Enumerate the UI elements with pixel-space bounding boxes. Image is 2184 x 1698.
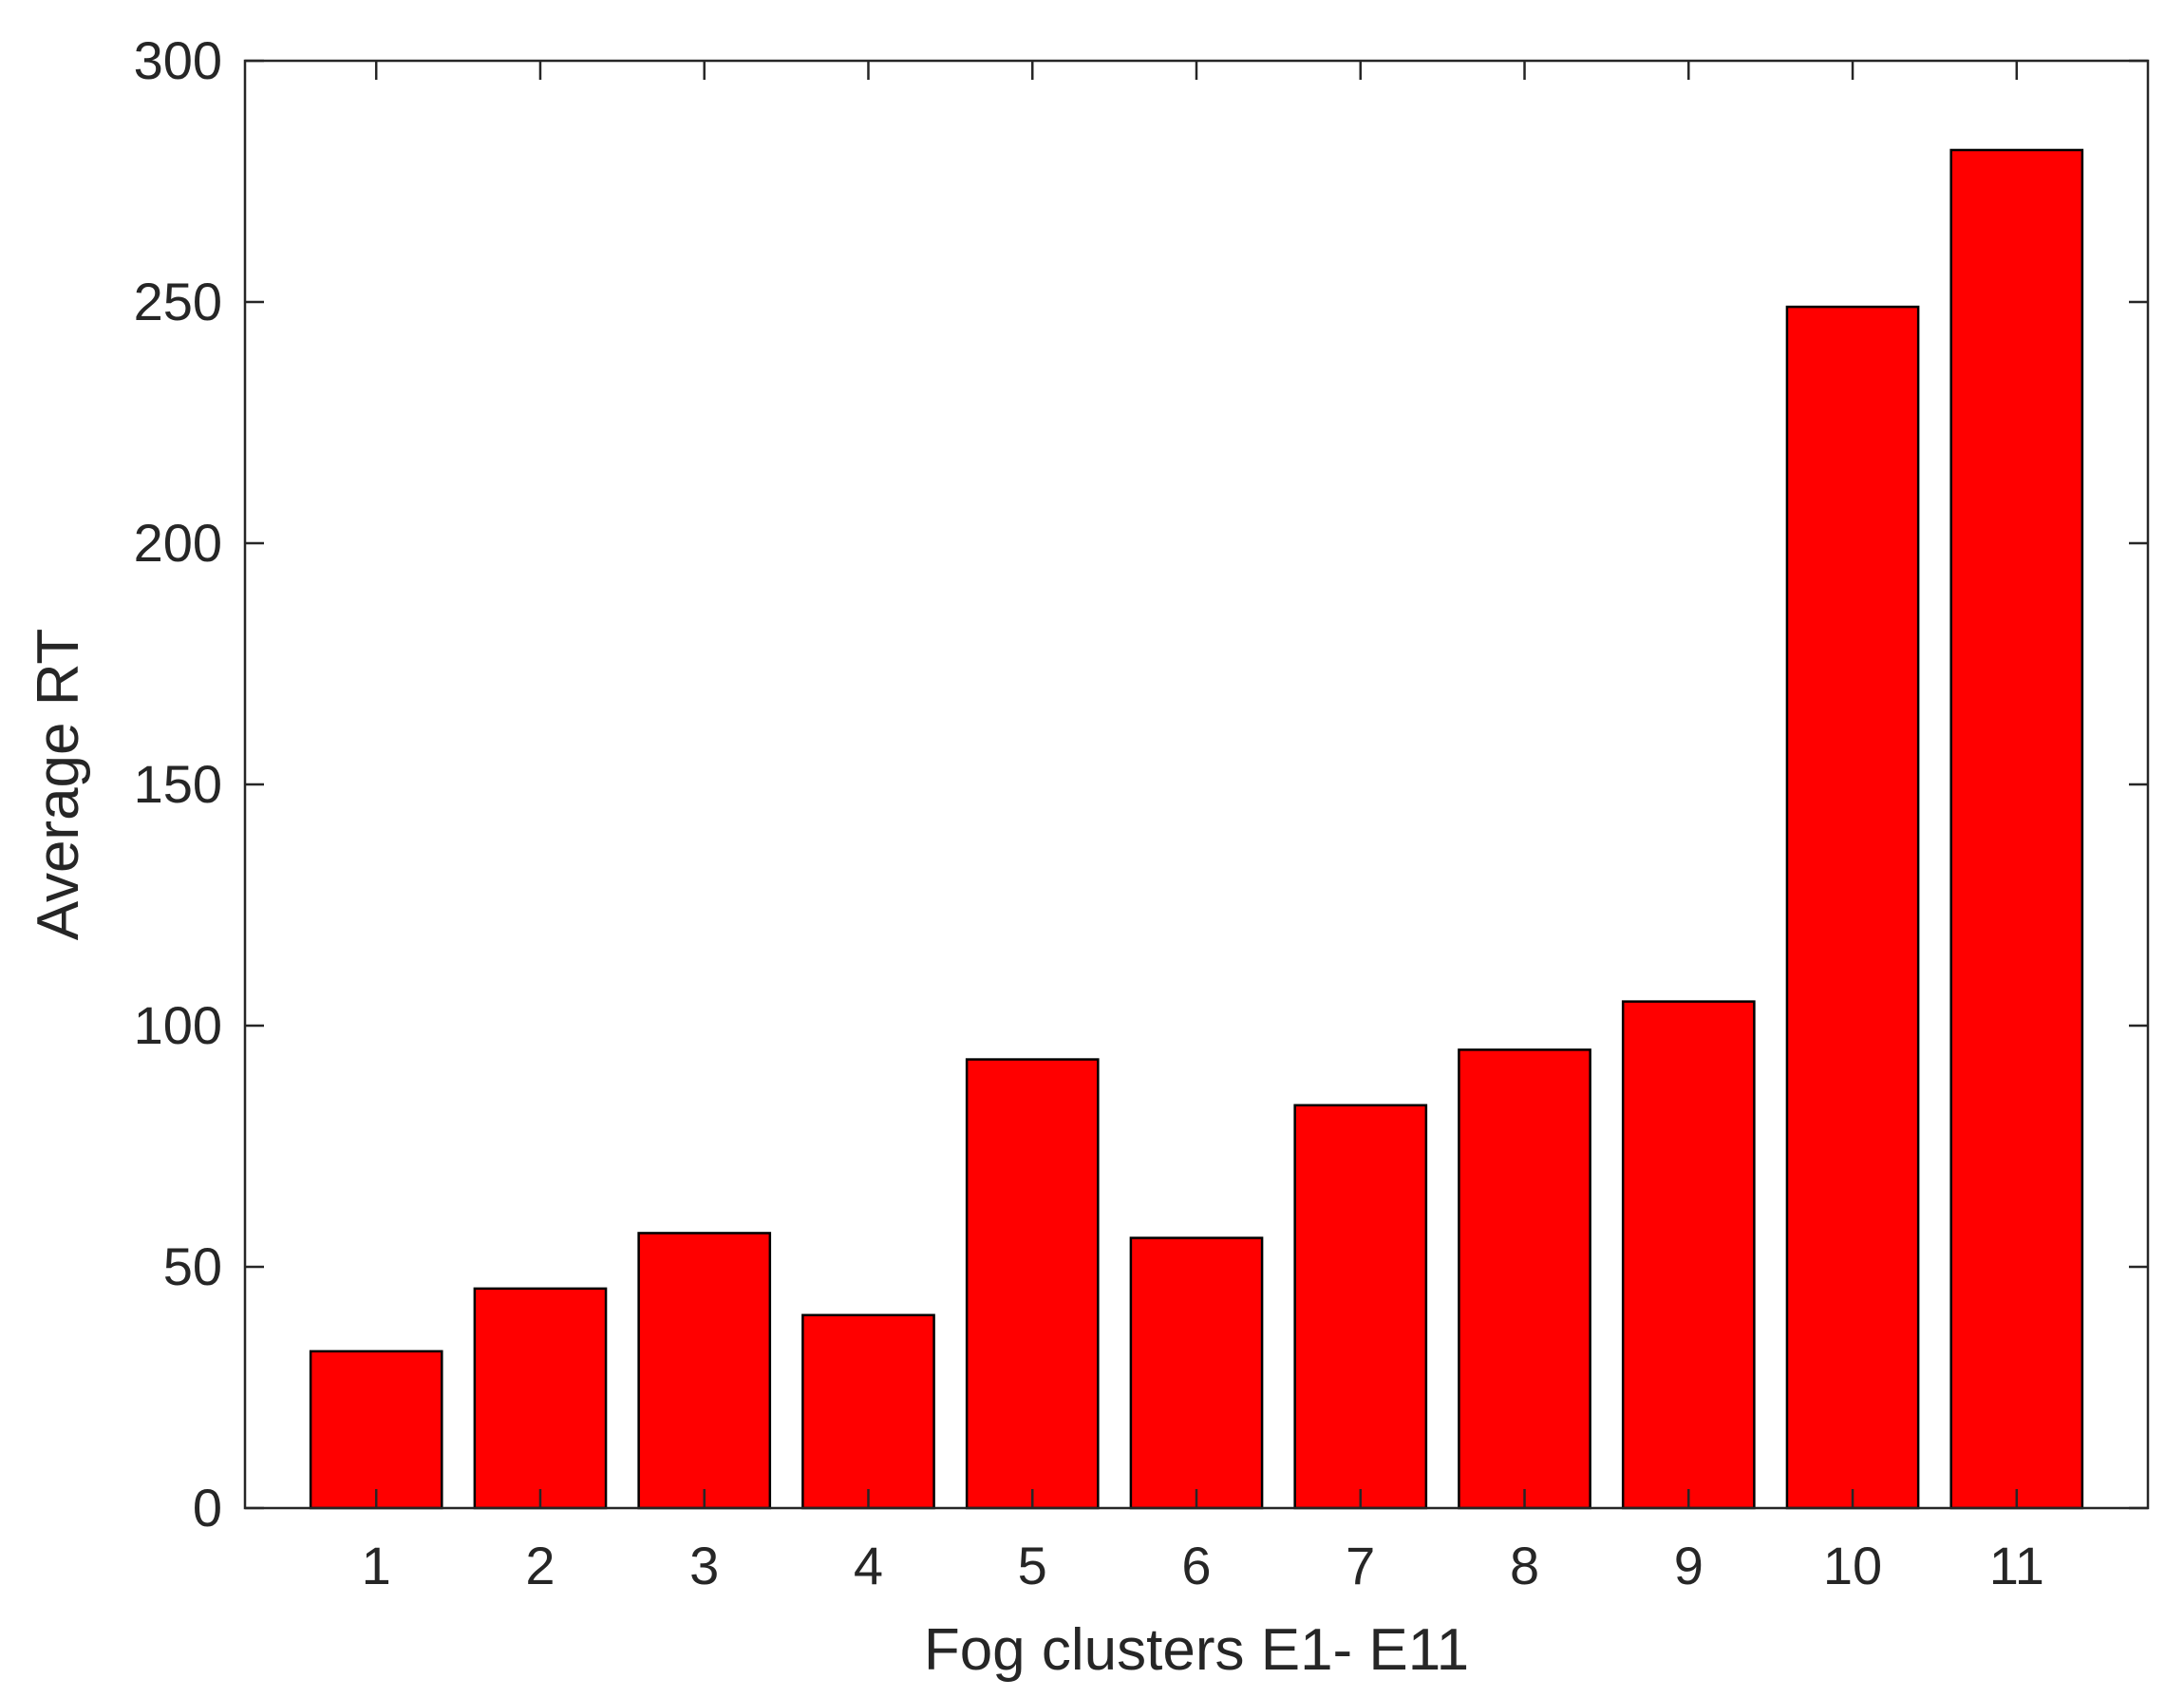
x-tick-label: 5 bbox=[1018, 1536, 1047, 1595]
bar-6 bbox=[1129, 1236, 1264, 1510]
bar-1 bbox=[309, 1349, 443, 1510]
x-tick-label: 6 bbox=[1181, 1536, 1211, 1595]
bar-7 bbox=[1293, 1104, 1428, 1510]
bar-9 bbox=[1621, 1000, 1756, 1510]
x-tick-label: 11 bbox=[1989, 1536, 2044, 1595]
y-axis-ticks: 0 50 100 150 200 250 300 bbox=[134, 30, 2148, 1538]
x-tick-label: 4 bbox=[854, 1536, 883, 1595]
bar-4 bbox=[801, 1313, 935, 1510]
x-tick-label: 10 bbox=[1823, 1536, 1882, 1595]
bar-11 bbox=[1949, 148, 2084, 1510]
x-axis-label: Fog clusters E1- E11 bbox=[924, 1617, 1469, 1683]
bar-8 bbox=[1458, 1048, 1591, 1510]
x-tick-label: 8 bbox=[1510, 1536, 1539, 1595]
x-axis-ticks: 1 2 3 4 5 6 7 8 9 10 11 bbox=[362, 61, 2044, 1595]
y-tick-label: 0 bbox=[193, 1478, 222, 1538]
y-axis-label: Average RT bbox=[26, 629, 91, 941]
y-tick-label: 250 bbox=[134, 272, 222, 331]
y-tick-label: 200 bbox=[134, 513, 222, 573]
y-tick-label: 300 bbox=[134, 30, 222, 90]
x-tick-label: 7 bbox=[1346, 1536, 1375, 1595]
bar-10 bbox=[1785, 305, 1920, 1510]
bar-5 bbox=[965, 1058, 1100, 1510]
x-tick-label: 9 bbox=[1674, 1536, 1704, 1595]
bar-3 bbox=[637, 1232, 772, 1510]
bar-2 bbox=[473, 1287, 608, 1510]
x-tick-label: 1 bbox=[362, 1536, 391, 1595]
y-tick-label: 100 bbox=[134, 995, 222, 1055]
y-tick-label: 50 bbox=[163, 1236, 222, 1296]
bars-group bbox=[309, 148, 2084, 1510]
x-tick-label: 2 bbox=[525, 1536, 555, 1595]
x-tick-label: 3 bbox=[689, 1536, 719, 1595]
y-tick-label: 150 bbox=[134, 754, 222, 814]
